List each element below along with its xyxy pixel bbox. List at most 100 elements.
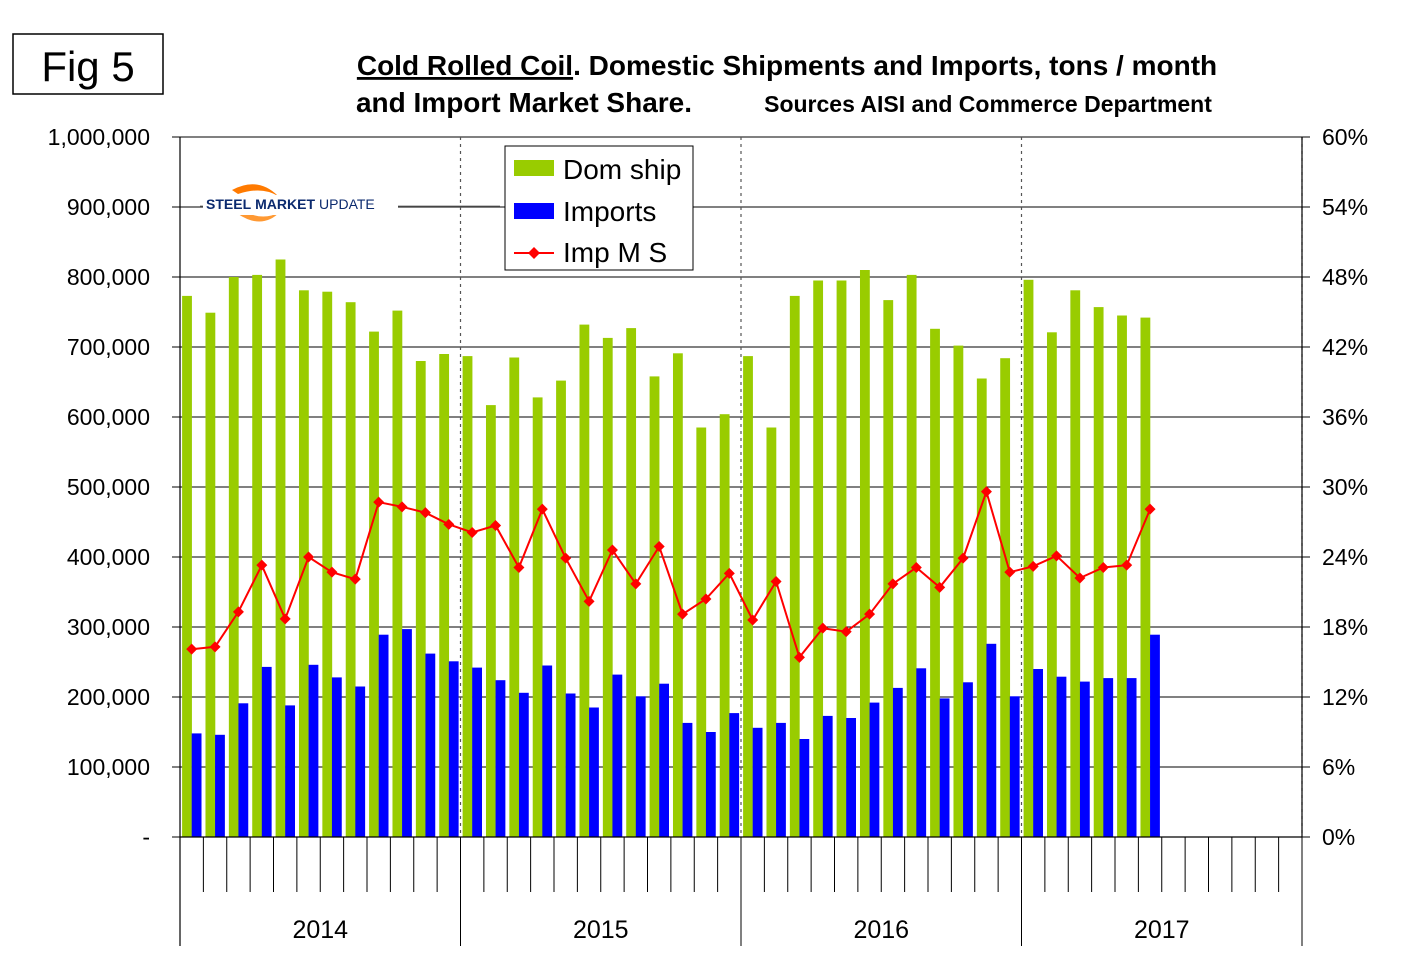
bar-dom-ship — [719, 414, 730, 837]
y-tick-label: 900,000 — [67, 194, 150, 220]
marker-imp-ms — [466, 527, 478, 538]
marker-imp-ms — [1051, 550, 1063, 562]
marker-imp-ms — [653, 541, 665, 552]
marker-imp-ms — [490, 520, 502, 531]
bar-imports — [238, 703, 249, 837]
bar-imports — [565, 693, 576, 837]
bar-dom-ship — [953, 345, 964, 837]
legend-swatch-imp-ms-marker — [528, 247, 540, 259]
marker-imp-ms — [256, 559, 268, 571]
marker-imp-ms — [1144, 503, 1156, 515]
figure-label-box — [12, 33, 164, 95]
legend-swatch-dom-ship — [514, 160, 554, 176]
bar-dom-ship — [322, 291, 333, 837]
bar-dom-ship — [883, 300, 894, 838]
y2-tick-label: 30% — [1322, 474, 1368, 500]
legend-label-dom-ship: Dom ship — [563, 154, 681, 185]
year-label: 2017 — [1134, 916, 1190, 944]
logo-word-steel: STEEL — [206, 196, 252, 212]
marker-imp-ms — [1097, 562, 1109, 573]
figure-label: Fig 5 — [41, 43, 134, 90]
marker-imp-ms — [887, 578, 899, 590]
marker-imp-ms — [560, 552, 572, 564]
bar-imports — [1056, 676, 1067, 837]
marker-imp-ms — [536, 503, 548, 515]
marker-imp-ms — [396, 501, 408, 513]
bar-dom-ship — [1093, 307, 1104, 838]
bar-dom-ship — [205, 312, 216, 837]
bar-dom-ship — [976, 378, 987, 837]
bar-imports — [378, 634, 389, 837]
bar-dom-ship — [485, 405, 496, 837]
logo-backdrop — [203, 195, 398, 215]
y2-tick-label: 48% — [1322, 264, 1368, 290]
y-tick-label: 800,000 — [67, 264, 150, 290]
bar-imports — [752, 727, 763, 837]
bar-imports — [822, 715, 833, 837]
bar-dom-ship — [743, 356, 753, 837]
logo-arc-icon — [238, 210, 280, 222]
bar-imports — [1103, 678, 1114, 837]
marker-imp-ms — [864, 608, 876, 620]
bar-imports — [892, 687, 903, 837]
marker-imp-ms — [723, 567, 735, 579]
y-tick-label: 300,000 — [67, 614, 150, 640]
bar-dom-ship — [439, 354, 450, 837]
bar-imports — [1126, 678, 1137, 837]
y2-tick-label: 18% — [1322, 614, 1368, 640]
y-tick-label: 200,000 — [67, 684, 150, 710]
bar-dom-ship — [532, 397, 543, 837]
market-share-line — [186, 486, 1156, 663]
bar-imports — [402, 629, 412, 837]
legend-swatch-imports — [514, 203, 554, 219]
marker-imp-ms — [677, 608, 689, 620]
bar-imports — [285, 705, 296, 837]
chart-title-rest: . Domestic Shipments and Imports, tons /… — [573, 50, 1217, 81]
bar-dom-ship — [345, 302, 356, 837]
marker-imp-ms — [186, 643, 198, 655]
bar-dom-ship — [182, 295, 192, 837]
y2-tick-label: 12% — [1322, 684, 1368, 710]
marker-imp-ms — [934, 581, 946, 593]
legend: Dom ship Imports Imp M S — [504, 145, 694, 271]
bar-imports — [682, 722, 693, 837]
bar-imports — [635, 696, 646, 837]
y2-tick-label: 24% — [1322, 544, 1368, 570]
bar-dom-ship — [813, 280, 824, 837]
bar-dom-ship — [298, 290, 309, 837]
bar-imports — [986, 643, 997, 837]
bar-dom-ship — [275, 259, 286, 837]
bar-imports — [939, 698, 950, 837]
marker-imp-ms — [373, 496, 385, 508]
chart-title-line1: Cold Rolled Coil. Domestic Shipments and… — [357, 50, 1217, 81]
bar-dom-ship — [462, 356, 473, 837]
logo-word-market: MARKET — [255, 196, 315, 212]
y2-tick-label: 42% — [1322, 334, 1368, 360]
chart-title-line2: and Import Market Share. — [356, 87, 692, 118]
marker-imp-ms — [817, 622, 829, 634]
bar-imports — [542, 665, 553, 837]
axes: - 100,000 200,000 300,000 400,000 500,000 600,… — [48, 124, 1368, 946]
marker-imp-ms — [326, 566, 338, 578]
bar-dom-ship — [696, 427, 707, 837]
bar-dom-ship — [766, 427, 777, 837]
year-label: 2014 — [292, 916, 348, 944]
bar-imports — [705, 732, 716, 837]
bar-dom-ship — [1070, 290, 1081, 837]
year-label: 2016 — [853, 916, 909, 944]
marker-imp-ms — [747, 614, 759, 626]
bar-imports — [659, 683, 670, 837]
bar-dom-ship — [509, 357, 520, 837]
steel-market-update-logo: STEEL MARKET UPDATE — [200, 184, 500, 222]
marker-imp-ms — [1121, 559, 1133, 571]
marker-imp-ms — [770, 576, 782, 587]
bar-imports — [729, 713, 740, 837]
logo-text: STEEL MARKET UPDATE — [206, 196, 375, 212]
marker-imp-ms — [606, 544, 618, 556]
y-tick-label: 500,000 — [67, 474, 150, 500]
bar-imports — [261, 666, 272, 837]
bar-imports — [1033, 669, 1044, 837]
bar-imports — [472, 667, 483, 837]
bar-dom-ship — [579, 324, 590, 838]
